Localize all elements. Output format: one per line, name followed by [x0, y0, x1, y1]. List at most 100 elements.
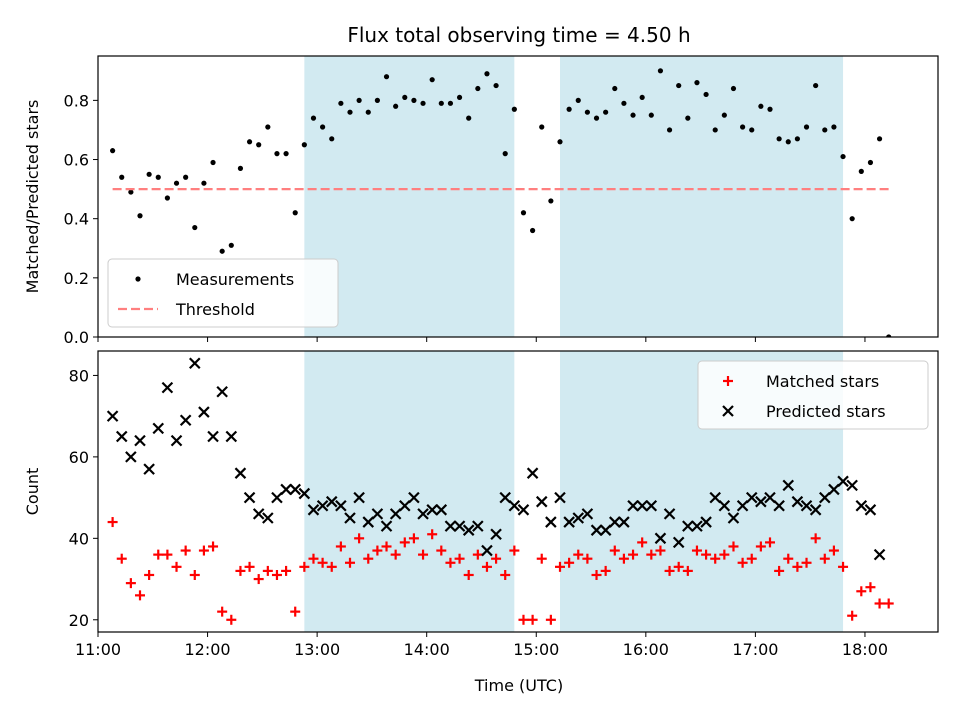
data-point [755, 541, 766, 552]
data-point [637, 537, 648, 548]
data-point [831, 124, 837, 130]
data-point [694, 80, 700, 86]
x-stroke-b [170, 434, 183, 447]
data-point [180, 545, 191, 556]
data-point [125, 451, 137, 463]
x-axis-label: Time (UTC) [474, 676, 563, 695]
data-point [655, 545, 666, 556]
x-stroke-b [280, 483, 292, 496]
data-point [737, 557, 748, 568]
x-stroke-b [371, 508, 384, 520]
data-point [511, 106, 517, 112]
data-point [161, 381, 174, 394]
data-point [819, 553, 830, 564]
data-point [344, 512, 356, 524]
data-point [399, 499, 411, 512]
y-tick-label: 80 [69, 366, 89, 385]
x-stroke-b [755, 495, 767, 508]
data-point [621, 100, 627, 106]
data-point [801, 557, 812, 568]
y-axis-label: Matched/Predicted stars [23, 100, 42, 294]
data-point [520, 210, 527, 216]
data-point [281, 565, 292, 576]
y-tick-label: 0.0 [64, 328, 89, 347]
data-point [508, 499, 521, 512]
data-point [864, 504, 877, 516]
data-point [417, 508, 429, 520]
x-stroke-b [682, 520, 694, 532]
x-stroke-b [490, 528, 502, 541]
data-point [846, 479, 858, 492]
data-point [800, 499, 813, 512]
data-point [290, 606, 301, 617]
data-point [372, 545, 383, 556]
x-stroke-b [353, 491, 365, 504]
data-point [381, 541, 392, 552]
data-point [365, 109, 371, 115]
data-point [837, 475, 849, 488]
data-point [813, 82, 819, 89]
data-point [363, 553, 374, 564]
data-point [164, 195, 170, 201]
data-point [454, 553, 465, 564]
data-point [730, 85, 737, 92]
x-stroke-b [134, 434, 146, 447]
x-stroke-b [599, 524, 612, 536]
data-point [758, 103, 764, 109]
data-point [663, 508, 676, 520]
x-stroke-b [727, 512, 740, 524]
data-point [564, 557, 575, 568]
data-point [438, 100, 444, 106]
data-point [502, 151, 508, 157]
x-stroke-b [709, 491, 721, 504]
data-point [548, 198, 554, 204]
data-point [740, 124, 746, 130]
data-point [280, 483, 292, 496]
data-point [639, 94, 645, 101]
x-stroke-b [773, 499, 785, 512]
data-point [691, 545, 702, 556]
data-point [855, 499, 868, 512]
data-point [867, 159, 874, 166]
data-point [152, 422, 165, 435]
x-stroke-b [618, 516, 630, 528]
data-point [645, 499, 658, 512]
data-point [347, 109, 353, 115]
chart-title: Flux total observing time = 4.50 h [347, 23, 690, 47]
data-point [810, 533, 821, 544]
data-point [664, 565, 675, 576]
legend-label: Threshold [175, 300, 255, 319]
x-stroke-b [700, 516, 712, 528]
data-point [171, 561, 182, 572]
x-stroke-b [535, 495, 548, 508]
data-point [299, 561, 310, 572]
x-stroke-b [125, 451, 137, 463]
x-stroke-b [252, 508, 265, 520]
data-point [119, 174, 125, 180]
legend: Measurements Threshold [107, 258, 339, 328]
x-stroke-b [837, 475, 849, 488]
data-point [581, 508, 594, 520]
data-point [143, 463, 155, 475]
data-point [106, 410, 119, 422]
x-stroke-b [508, 499, 521, 512]
data-point [873, 548, 886, 561]
data-point [115, 430, 128, 443]
x-stroke-b [234, 467, 247, 479]
y-tick-label: 20 [69, 611, 89, 630]
x-stroke-b [198, 406, 210, 418]
data-point [782, 479, 795, 492]
x-stroke-b [828, 483, 840, 496]
data-point [545, 614, 556, 625]
x-tick-label: 18:00 [842, 640, 888, 659]
x-stroke-b [572, 512, 585, 524]
x-stroke-b [481, 544, 493, 557]
data-point [137, 213, 143, 219]
data-point [517, 504, 530, 516]
data-point [408, 533, 419, 544]
bottom-panel: 20 40 60 80 11:00 12:00 13:00 14:00 15:00 16:00 17… [23, 350, 939, 659]
data-point [466, 115, 472, 121]
data-point [125, 578, 136, 589]
data-point [627, 499, 639, 512]
data-point [308, 553, 319, 564]
